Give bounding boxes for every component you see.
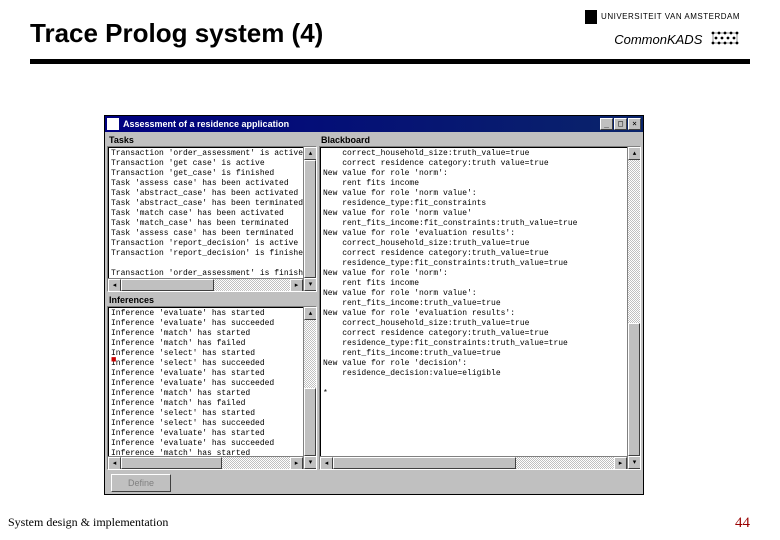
close-button[interactable]: × [628, 118, 641, 130]
blackboard-label: Blackboard [319, 134, 641, 146]
scroll-track[interactable] [304, 160, 316, 278]
scroll-thumb[interactable] [121, 457, 222, 469]
window-title: Assessment of a residence application [123, 119, 599, 129]
slide-root: Trace Prolog system (4) UNIVERSITEIT VAN… [0, 0, 780, 540]
inferences-hscroll[interactable]: ◂ ▸ [108, 456, 303, 469]
scroll-thumb[interactable] [121, 279, 214, 291]
scroll-left-icon[interactable]: ◂ [320, 457, 333, 470]
scroll-right-icon[interactable]: ▸ [290, 457, 303, 470]
app-icon [107, 118, 119, 130]
button-bar: Define [105, 472, 643, 494]
blackboard-hscroll[interactable]: ◂ ▸ [320, 456, 627, 469]
define-button[interactable]: Define [111, 474, 171, 492]
title-rule [30, 59, 750, 64]
scroll-track[interactable] [121, 457, 290, 469]
ck-prefix: Common [614, 32, 667, 47]
inferences-panel: Inferences Inference 'evaluate' has star… [107, 294, 317, 470]
scroll-right-icon[interactable]: ▸ [290, 279, 303, 292]
tasks-panel: Tasks Transaction 'order_assessment' is … [107, 134, 317, 292]
tasks-vscroll[interactable]: ▴ ▾ [303, 147, 316, 291]
scroll-right-icon[interactable]: ▸ [614, 457, 627, 470]
page-number: 44 [735, 515, 750, 532]
red-marker-icon: ■ [111, 355, 116, 365]
logo-block: UNIVERSITEIT VAN AMSTERDAM CommonKADS [585, 10, 740, 51]
panels-grid: Tasks Transaction 'order_assessment' is … [105, 132, 643, 472]
scroll-thumb[interactable] [304, 388, 316, 456]
inferences-label: Inferences [107, 294, 317, 306]
titlebar[interactable]: Assessment of a residence application _ … [105, 116, 643, 132]
ck-suffix: KADS [667, 32, 702, 47]
scroll-down-icon[interactable]: ▾ [628, 456, 641, 469]
scroll-down-icon[interactable]: ▾ [304, 278, 317, 291]
blackboard-panel: Blackboard correct_household_size:truth_… [319, 134, 641, 470]
scroll-up-icon[interactable]: ▴ [304, 147, 317, 160]
scroll-left-icon[interactable]: ◂ [108, 457, 121, 470]
scroll-track[interactable] [304, 320, 316, 456]
tasks-text[interactable]: Transaction 'order_assessment' is active… [108, 147, 316, 291]
tasks-body: Transaction 'order_assessment' is active… [107, 146, 317, 292]
tasks-label: Tasks [107, 134, 317, 146]
app-window: Assessment of a residence application _ … [104, 115, 644, 495]
maximize-button[interactable]: □ [614, 118, 627, 130]
scroll-thumb[interactable] [304, 160, 316, 278]
scroll-track[interactable] [628, 160, 640, 456]
blackboard-text[interactable]: correct_household_size:truth_value=true … [320, 147, 640, 469]
shield-icon [585, 10, 597, 24]
scroll-down-icon[interactable]: ▾ [304, 456, 317, 469]
inferences-body: Inference 'evaluate' has started Inferen… [107, 306, 317, 470]
commonkads-logo: CommonKADS [585, 30, 740, 51]
blackboard-body: correct_household_size:truth_value=true … [319, 146, 641, 470]
minimize-button[interactable]: _ [600, 118, 613, 130]
slide-footer: System design & implementation 44 [0, 515, 780, 532]
scroll-left-icon[interactable]: ◂ [108, 279, 121, 292]
footer-text: System design & implementation [8, 515, 168, 532]
scroll-track[interactable] [121, 279, 290, 291]
slide-header: Trace Prolog system (4) UNIVERSITEIT VAN… [0, 0, 780, 49]
tasks-hscroll[interactable]: ◂ ▸ [108, 278, 303, 291]
scroll-up-icon[interactable]: ▴ [304, 307, 317, 320]
dots-pattern-icon [710, 30, 740, 51]
scroll-track[interactable] [333, 457, 614, 469]
university-logo: UNIVERSITEIT VAN AMSTERDAM [585, 10, 740, 24]
inferences-vscroll[interactable]: ▴ ▾ [303, 307, 316, 469]
scroll-thumb[interactable] [628, 323, 640, 456]
scroll-up-icon[interactable]: ▴ [628, 147, 641, 160]
blackboard-vscroll[interactable]: ▴ ▾ [627, 147, 640, 469]
scroll-thumb[interactable] [333, 457, 516, 469]
university-name: UNIVERSITEIT VAN AMSTERDAM [601, 12, 740, 22]
inferences-text[interactable]: Inference 'evaluate' has started Inferen… [108, 307, 316, 469]
